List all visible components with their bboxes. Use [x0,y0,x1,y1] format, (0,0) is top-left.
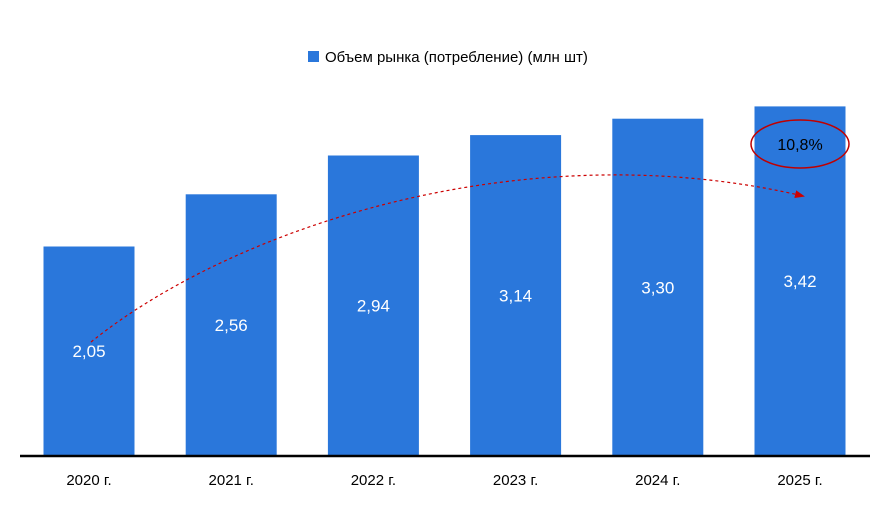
x-tick-label-3: 2023 г. [493,472,538,489]
x-tick-label-5: 2025 г. [777,472,822,489]
x-tick-label-1: 2021 г. [209,472,254,489]
x-tick-label-4: 2024 г. [635,472,680,489]
bar-0 [43,246,135,456]
bar-2 [327,155,419,456]
bar-5 [754,106,846,457]
x-tick-label-0: 2020 г. [66,472,111,489]
data-label-0: 2,05 [72,342,105,361]
data-labels-group: 2,05 2,56 2,94 3,14 3,30 3,42 [72,272,816,361]
data-label-5: 3,42 [783,272,816,291]
bars-group [43,106,846,457]
bar-1 [185,194,277,457]
legend: Объем рынка (потребление) (млн шт) [308,49,588,66]
bar-3 [470,135,562,456]
legend-label: Объем рынка (потребление) (млн шт) [325,49,588,66]
legend-swatch [308,51,319,62]
data-label-4: 3,30 [641,278,674,297]
growth-percentage: 10,8% [777,137,822,154]
trend-arrow [90,174,805,343]
data-label-1: 2,56 [215,316,248,335]
data-label-2: 2,94 [357,297,390,316]
growth-annotation: 10,8% [90,119,850,343]
x-tick-label-2: 2022 г. [351,472,396,489]
growth-circle [750,119,850,169]
data-label-3: 3,14 [499,287,532,306]
x-tick-labels-group: 2020 г. 2021 г. 2022 г. 2023 г. 2024 г. 2025 … [66,472,822,489]
